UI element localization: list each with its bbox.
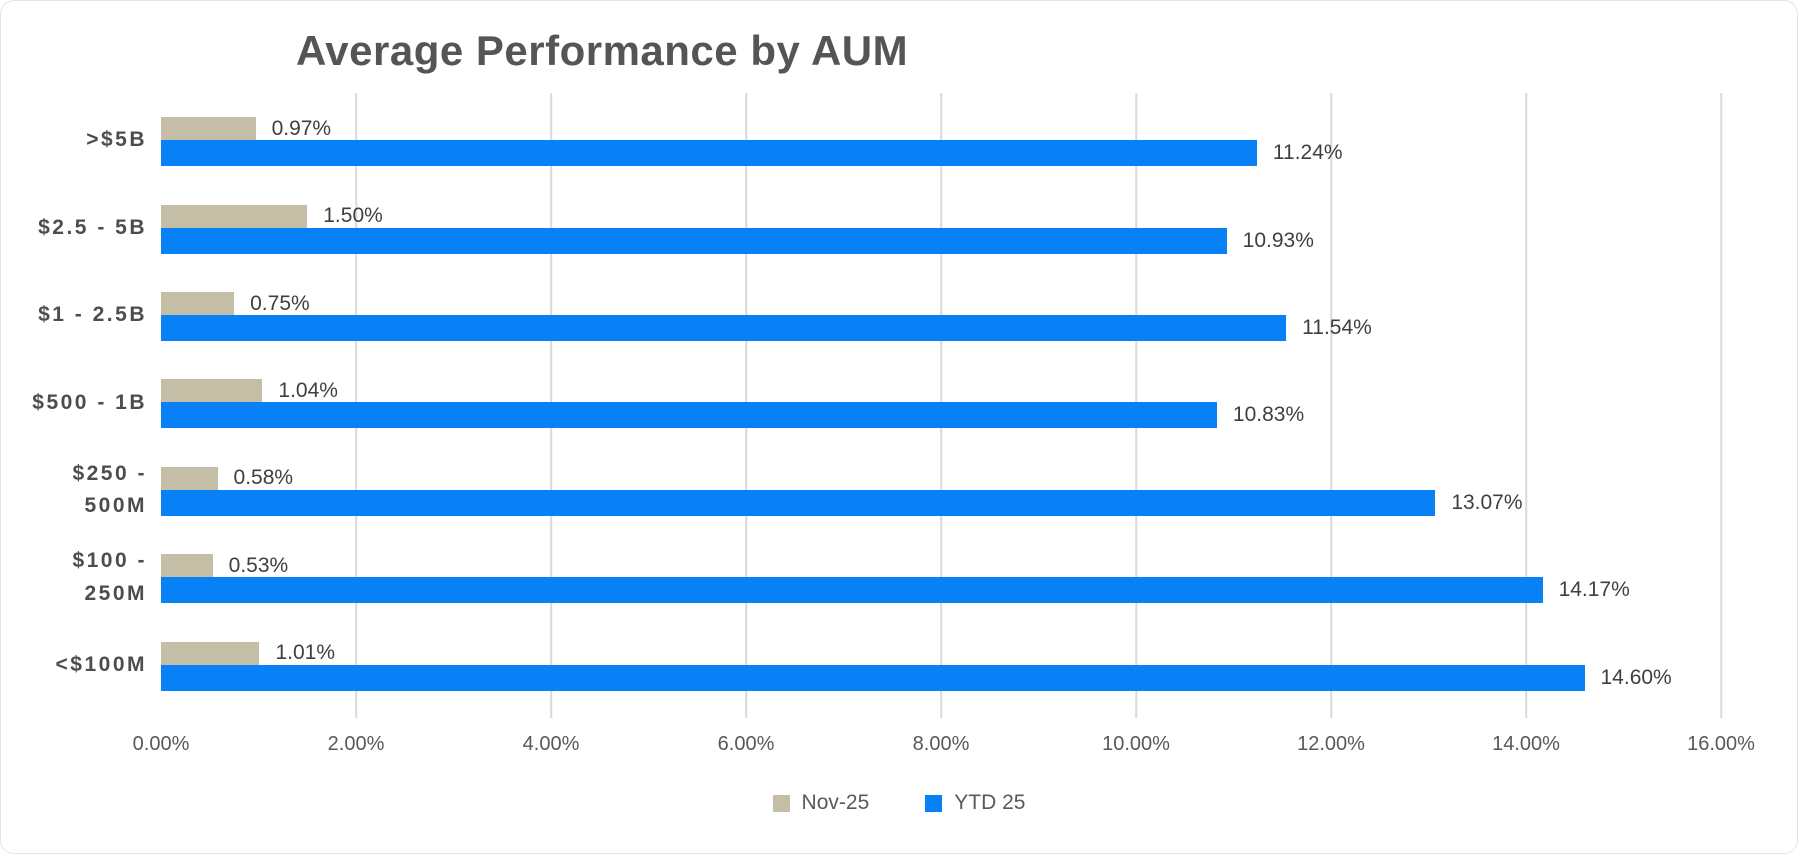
- ytd-25-bar[interactable]: 13.07%: [161, 489, 1523, 516]
- data-label: 14.60%: [1600, 665, 1672, 689]
- x-tick-label: 6.00%: [717, 733, 775, 755]
- x-tick-label: 16.00%: [1687, 733, 1755, 755]
- bar-pair: 0.75% 11.54%: [161, 282, 1721, 342]
- bar-pair: 1.01% 14.60%: [161, 632, 1721, 691]
- bar-row: 1.01% 14.60%: [161, 618, 1721, 705]
- nov-25-bar[interactable]: 0.75%: [161, 292, 310, 316]
- ytd-25-bar[interactable]: 11.24%: [161, 140, 1343, 167]
- category-label: $1 - 2.5B: [38, 303, 147, 327]
- category-label: $2.5 - 5B: [38, 215, 147, 239]
- bar-row: 1.04% 10.83%: [161, 355, 1721, 442]
- ytd-25-bar[interactable]: 11.54%: [161, 315, 1372, 342]
- nov-25-swatch-icon: [772, 794, 790, 812]
- bar-rows-container: 0.97% 11.24% 1.50% 10.93% 0.75% 11.54% 1.04% 10…: [161, 93, 1721, 705]
- bar-pair: 0.53% 14.17%: [161, 544, 1721, 604]
- x-axis-tick-labels: 0.00% 2.00% 4.00% 6.00% 8.00% 10.00% 12.00% 14.…: [133, 733, 1755, 763]
- category-label: $250 - 500M: [72, 461, 147, 518]
- ytd-25-swatch-icon: [925, 794, 943, 812]
- bar-row: 0.97% 11.24%: [161, 93, 1721, 180]
- bar-pair: 0.58% 13.07%: [161, 457, 1721, 516]
- nov-25-bar[interactable]: 1.50%: [161, 204, 383, 228]
- legend-item-nov-25[interactable]: Nov-25: [772, 791, 870, 815]
- bar-pair: 0.97% 11.24%: [161, 107, 1721, 167]
- legend-label-ytd-25: YTD 25: [954, 791, 1026, 814]
- data-label: 0.97%: [271, 116, 332, 140]
- x-tick-label: 14.00%: [1492, 733, 1560, 755]
- data-label: 14.17%: [1558, 578, 1630, 602]
- category-label: >$5B: [86, 128, 147, 152]
- bar-row: 0.58% 13.07%: [161, 443, 1721, 530]
- ytd-25-bar[interactable]: 10.93%: [161, 227, 1314, 254]
- data-label: 13.07%: [1451, 490, 1523, 514]
- legend-item-ytd-25[interactable]: YTD 25: [925, 791, 1025, 815]
- nov-25-bar[interactable]: 0.58%: [161, 466, 293, 490]
- data-label: 1.04%: [278, 378, 338, 402]
- category-label: $100 - 250M: [72, 549, 147, 605]
- plot-area: 0.97% 11.24% 1.50% 10.93% 0.75% 11.54% 1.04% 10…: [161, 93, 1722, 718]
- bar-pair: 1.04% 10.83%: [161, 369, 1721, 429]
- chart-title: Average Performance by AUM: [296, 27, 909, 74]
- bar-row: 1.50% 10.93%: [161, 180, 1721, 267]
- x-tick-label: 12.00%: [1297, 733, 1365, 755]
- y-axis-category-labels: >$5B $2.5 - 5B $1 - 2.5B $500 - 1B $250 - 50…: [15, 93, 147, 705]
- ytd-25-bar[interactable]: 10.83%: [161, 402, 1304, 429]
- data-label: 0.75%: [250, 291, 310, 315]
- ytd-25-bar[interactable]: 14.17%: [161, 577, 1630, 604]
- nov-25-bar[interactable]: 1.04%: [161, 379, 338, 403]
- x-tick-label: 4.00%: [522, 733, 580, 755]
- category-label: <$100M: [55, 652, 147, 676]
- data-label: 10.93%: [1242, 228, 1314, 252]
- ytd-25-bar[interactable]: 14.60%: [161, 664, 1672, 691]
- data-label: 10.83%: [1232, 403, 1305, 427]
- x-tick-label: 0.00%: [132, 733, 190, 755]
- bar-pair: 1.50% 10.93%: [161, 195, 1721, 254]
- legend-label-nov-25: Nov-25: [801, 791, 870, 814]
- legend: Nov-25 YTD 25: [1, 791, 1797, 815]
- nov-25-bar[interactable]: 0.53%: [161, 554, 288, 578]
- data-label: 11.24%: [1272, 141, 1343, 165]
- data-label: 0.53%: [228, 553, 289, 577]
- data-label: 1.01%: [275, 641, 336, 665]
- nov-25-bar[interactable]: 0.97%: [161, 117, 331, 141]
- bar-row: 0.75% 11.54%: [161, 268, 1721, 355]
- x-tick-label: 10.00%: [1102, 733, 1170, 755]
- data-label: 1.50%: [323, 204, 383, 228]
- x-tick-label: 8.00%: [912, 733, 970, 755]
- x-tick-label: 2.00%: [327, 733, 385, 755]
- bar-row: 0.53% 14.17%: [161, 530, 1721, 617]
- nov-25-bar[interactable]: 1.01%: [161, 641, 335, 665]
- data-label: 0.58%: [233, 466, 294, 490]
- category-label: $500 - 1B: [32, 390, 147, 414]
- data-label: 11.54%: [1302, 316, 1372, 340]
